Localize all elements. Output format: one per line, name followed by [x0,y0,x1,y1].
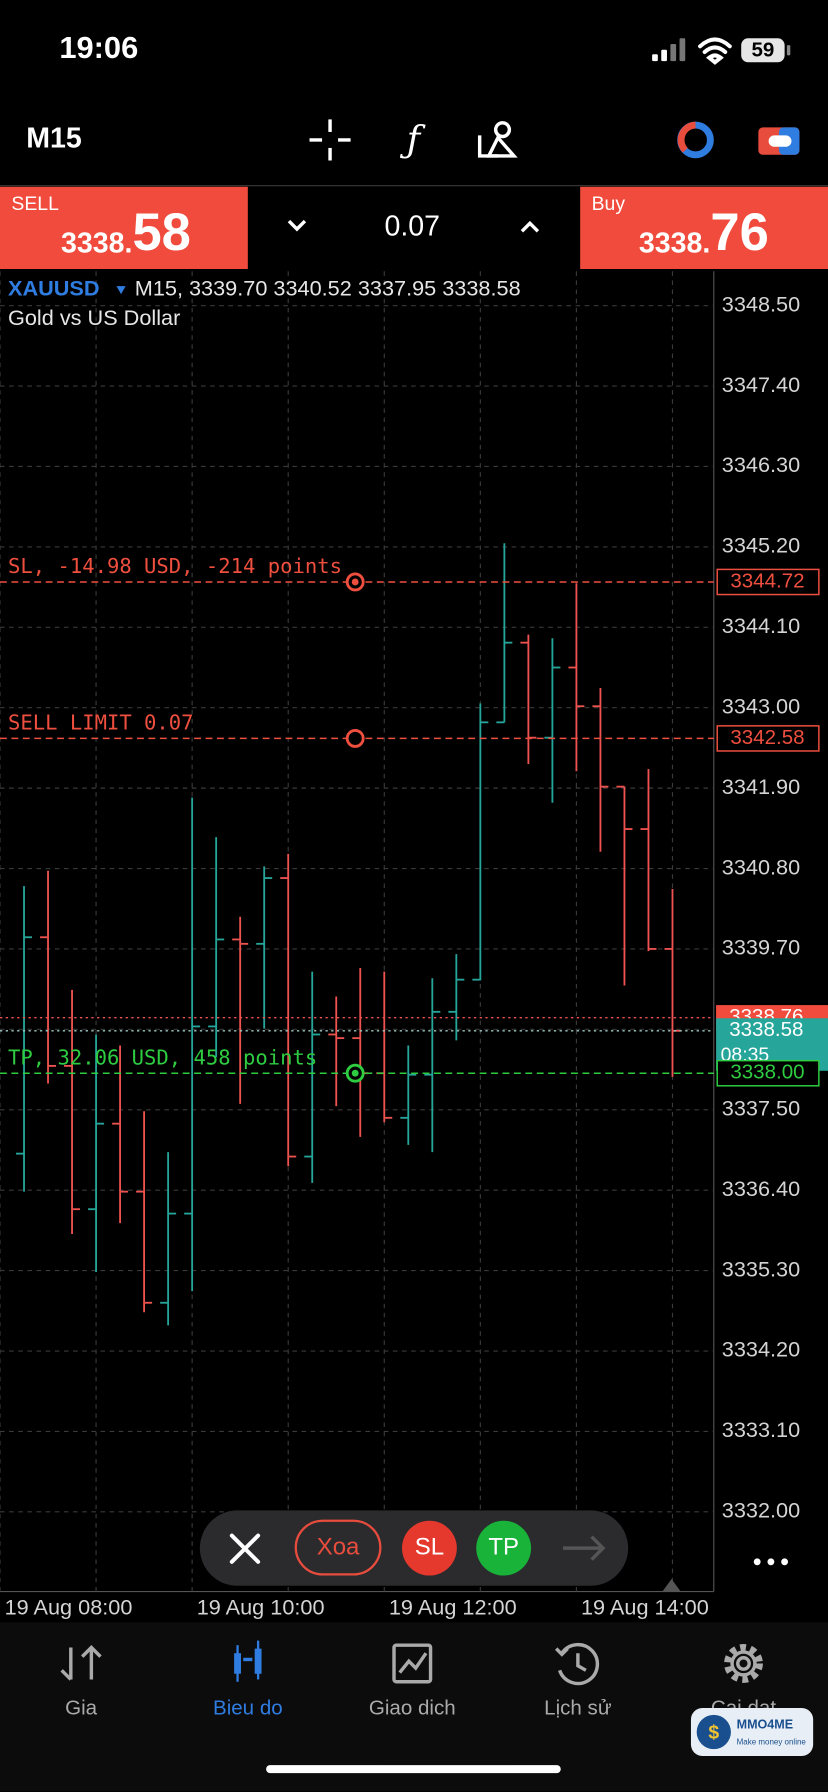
watermark-logo [696,1714,731,1750]
y-tick-label: 3343.00 [722,693,800,718]
battery-tip [786,45,791,56]
delete-label: Xoa [317,1533,360,1560]
more-button[interactable] [753,1558,789,1566]
chart-icon [234,1640,262,1682]
watermark-logo-symbol: $ [708,1721,719,1743]
home-indicator [266,1765,561,1774]
sl-button[interactable] [402,1520,457,1576]
y-tick-label: 3340.80 [722,854,800,879]
trade-signals-button[interactable] [677,121,714,159]
delete-button[interactable] [294,1519,382,1576]
objects-button[interactable] [477,121,518,158]
y-tick-label: 3333.10 [722,1417,800,1442]
volume-value[interactable]: 0.07 [385,210,441,242]
y-tick-label: 3339.70 [722,935,800,960]
y-tick-label: 3332.00 [722,1498,800,1523]
watermark-title: MMO4ME [737,1717,793,1731]
order-level-handle[interactable] [345,728,365,748]
buy-price-main: 3338. [639,228,710,260]
nav-item[interactable]: Gia [65,1697,98,1720]
sell-price-big: 58 [132,203,190,262]
sell-price-main: 3338. [61,228,132,260]
volume-increase[interactable] [520,220,540,233]
x-tick-label: 19 Aug 10:00 [197,1594,325,1619]
y-tick-label: 3335.30 [722,1256,800,1281]
order-level-label: SELL LIMIT 0.07 [8,711,194,735]
bottom-nav [0,1622,828,1792]
history-icon [554,1642,600,1686]
tp-label: TP [488,1533,519,1560]
buy-price-big: 76 [710,203,768,262]
bid-label: 3338.58 [729,1018,803,1041]
chart-subtitle: Gold vs US Dollar [8,305,180,330]
chart-info: M15, 3339.70 3340.52 3337.95 3338.58 [135,275,521,300]
x-tick-label: 19 Aug 14:00 [581,1594,709,1619]
sell-button[interactable] [0,186,248,270]
x-tick-label: 19 Aug 08:00 [5,1594,133,1619]
y-tick-label: 3334.20 [722,1337,800,1362]
order-level-box [716,725,820,752]
order-level-box [716,568,820,596]
tp-button[interactable] [476,1520,532,1576]
battery [741,38,785,63]
order-level-label: TP, 32.06 USD, 458 points [8,1045,317,1069]
order-level-price: 3344.72 [730,569,804,592]
next-button[interactable] [563,1535,606,1561]
indicators-button[interactable]: ƒ [400,118,426,161]
chart-symbol[interactable]: XAUUSD [8,275,100,300]
nav-item[interactable]: Lịch sử [544,1697,612,1720]
settings-icon [724,1644,763,1683]
chart: 3348.50 3347.40 3346.30 3345.20 3344.10 3343.… [0,271,828,1619]
scroll-marker[interactable] [662,1578,681,1592]
battery-level: 59 [751,38,774,61]
nav-item[interactable]: Giao dich [369,1697,456,1720]
order-level-price: 3342.58 [730,726,804,749]
y-tick-label: 3337.50 [722,1096,800,1121]
one-click-button[interactable] [758,127,800,155]
order-level-handle-dot [351,578,359,586]
buy-label: Buy [592,193,626,215]
watermark-subtitle: Make money online [737,1737,807,1746]
signal-icon [652,38,686,62]
volume-decrease[interactable] [287,219,307,232]
y-tick-label: 3345.20 [722,533,800,558]
order-level-box [716,1059,820,1087]
sl-label: SL [415,1533,444,1560]
status-time: 19:06 [59,30,138,65]
y-tick-label: 3346.30 [722,452,800,477]
trade-icon [392,1643,433,1684]
wifi-icon [698,37,732,65]
y-tick-label: 3347.40 [722,372,800,397]
buy-button[interactable] [580,186,828,270]
y-tick-label: 3336.40 [722,1176,800,1201]
nav-item[interactable]: Bieu do [213,1697,283,1720]
x-tick-label: 19 Aug 12:00 [389,1594,517,1619]
order-level-label: SL, -14.98 USD, -214 points [8,554,342,578]
timeframe-button[interactable]: M15 [26,122,82,154]
sell-label: SELL [11,193,59,215]
order-level-price: 3338.00 [730,1061,804,1084]
y-tick-label: 3341.90 [722,774,800,799]
symbol-dropdown[interactable] [116,286,126,295]
y-tick-label: 3348.50 [722,291,800,316]
quotes-icon [60,1645,102,1681]
order-level-handle-dot [351,1069,359,1077]
crosshair-button[interactable] [309,119,351,161]
y-tick-label: 3344.10 [722,613,800,638]
close-toolbar-button[interactable] [229,1533,261,1564]
